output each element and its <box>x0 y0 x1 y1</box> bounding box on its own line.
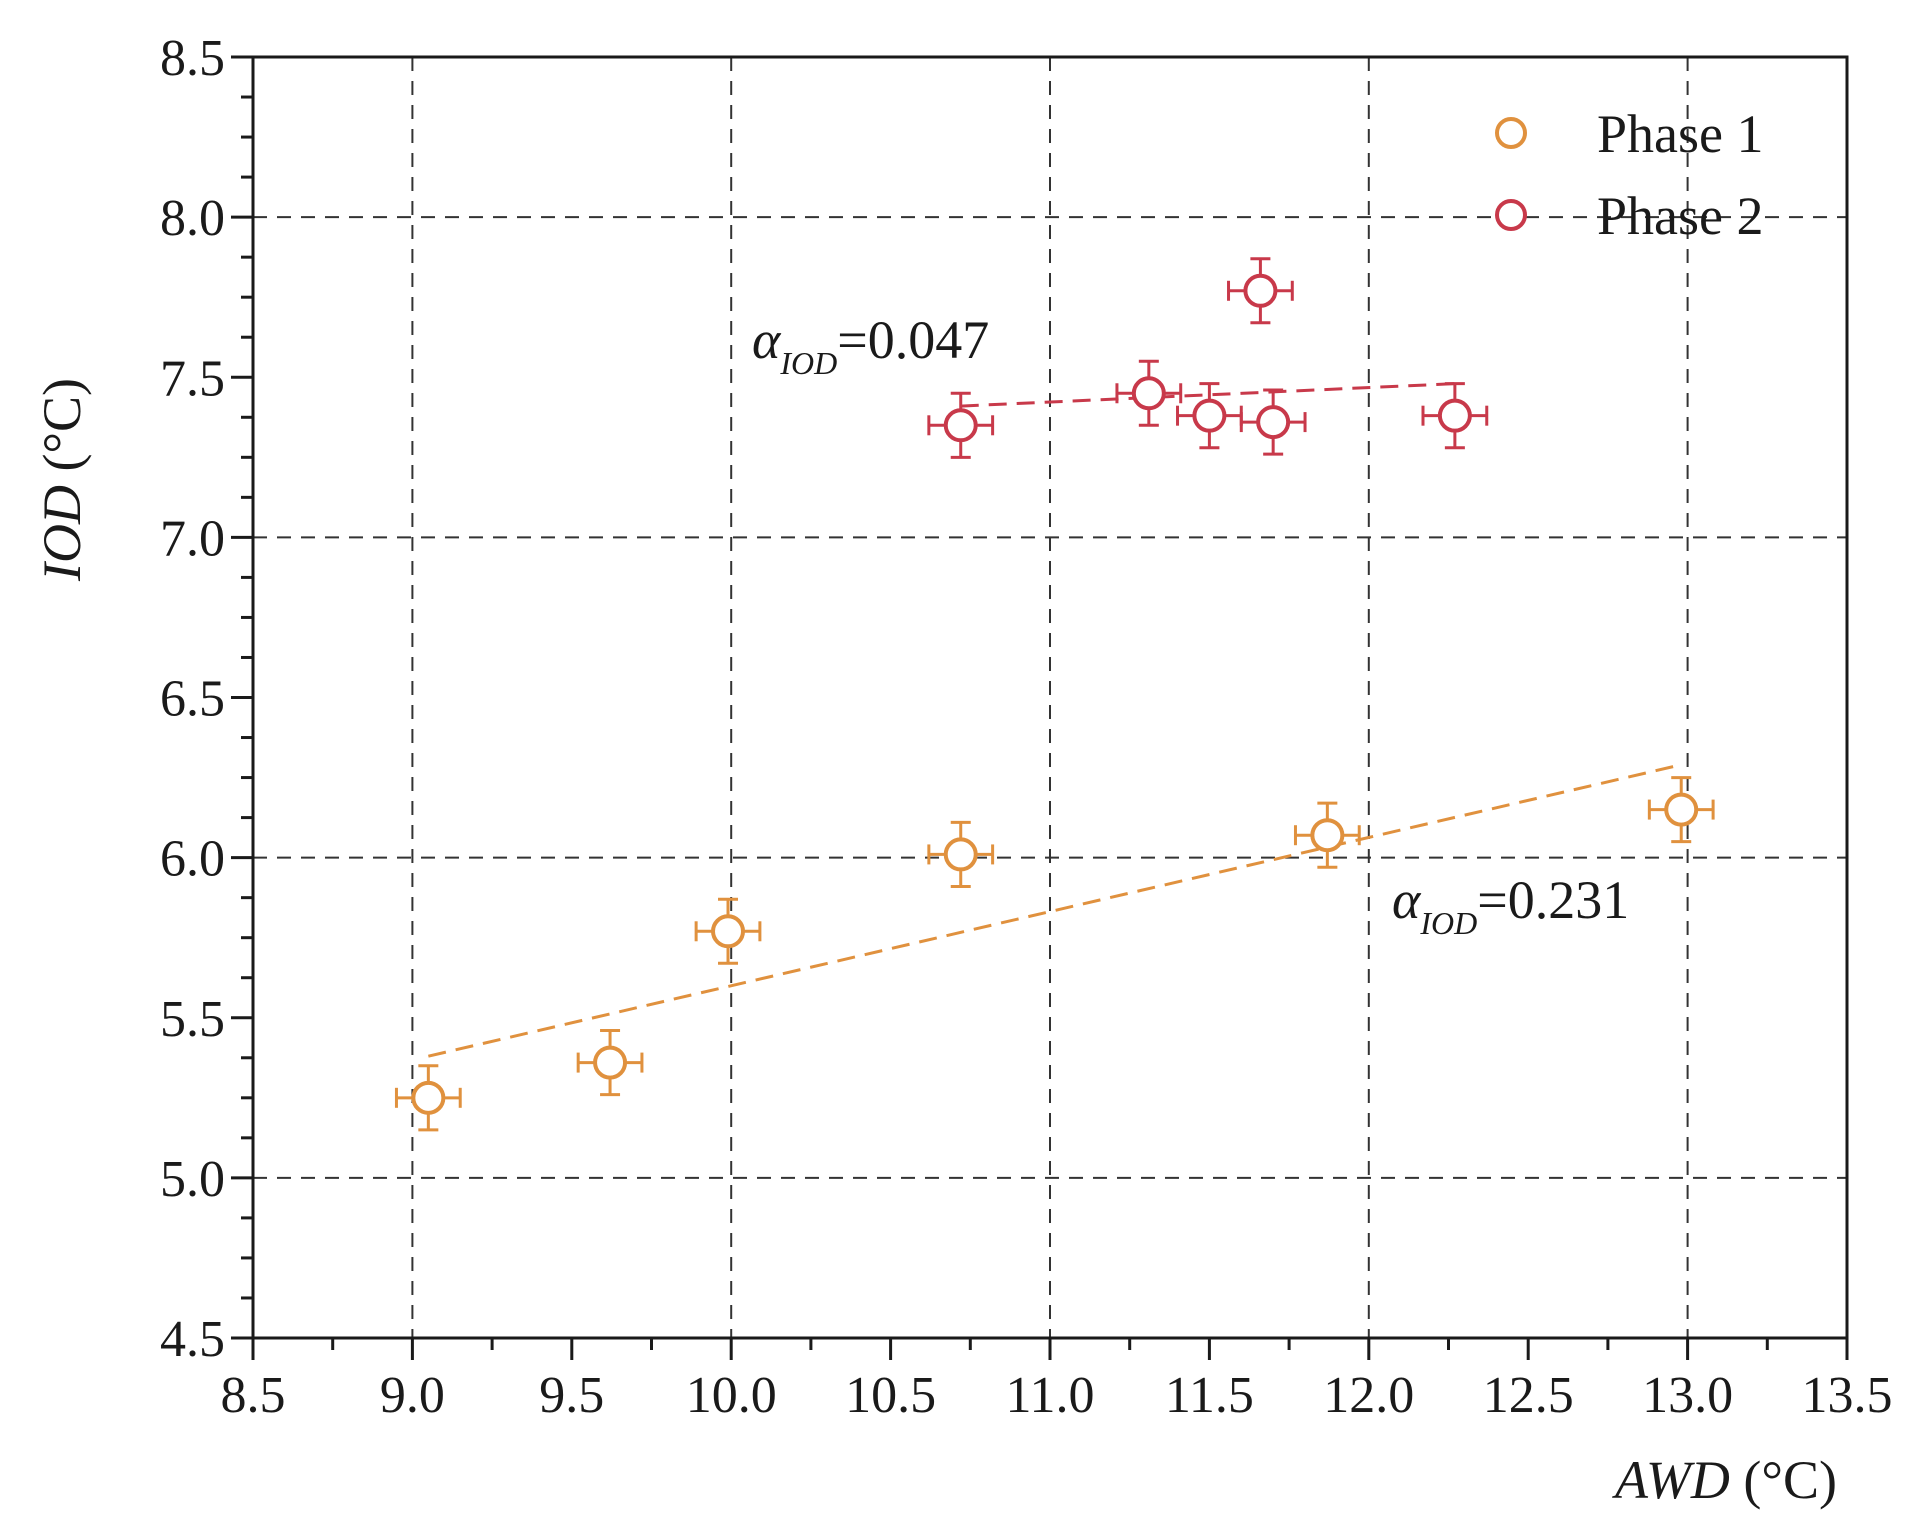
x-tick-label: 9.5 <box>539 1367 604 1424</box>
y-axis-unit: (°C) <box>32 378 92 485</box>
data-point-phase-1 <box>694 897 762 965</box>
phase-2-slope-subscript: IOD <box>779 345 837 381</box>
phase-2-slope-annotation: αIOD=0.047 <box>752 310 989 381</box>
x-tick-label: 12.0 <box>1323 1367 1414 1424</box>
data-point-phase-1 <box>1293 801 1361 869</box>
x-axis-unit: (°C) <box>1730 1450 1837 1510</box>
fit-lines <box>428 382 1682 1058</box>
legend-marker-phase-2 <box>1495 199 1527 231</box>
marker <box>711 914 746 949</box>
data-point-phase-1 <box>394 1064 462 1132</box>
data-point-phase-2 <box>1176 382 1243 450</box>
y-tick-label: 7.5 <box>160 350 225 407</box>
data-point-phase-1 <box>576 1029 644 1097</box>
data-point-phase-2 <box>1227 257 1294 325</box>
x-tick-label: 8.5 <box>221 1367 286 1424</box>
legend-label-phase-1: Phase 1 <box>1597 104 1763 164</box>
marker <box>1192 398 1227 433</box>
marker <box>1664 792 1699 827</box>
y-axis-title: IOD (°C) <box>32 378 92 582</box>
y-tick-label: 8.5 <box>160 30 225 87</box>
data-point-phase-2 <box>1239 388 1307 456</box>
data-point-phase-1 <box>927 820 995 888</box>
tick-labels: 8.5 9.0 9.5 10.0 10.5 11.0 11.5 12.0 12.5 13.0 13.… <box>160 30 1893 1424</box>
grid-lines <box>253 57 1847 1338</box>
x-tick-label: 12.5 <box>1483 1367 1574 1424</box>
marker <box>1310 818 1345 853</box>
data-point-phase-2 <box>1115 359 1183 427</box>
marker <box>943 837 978 872</box>
y-tick-label: 4.5 <box>160 1311 225 1368</box>
data-point-phase-2 <box>927 391 995 459</box>
x-axis-title: AWD (°C) <box>1612 1450 1837 1510</box>
y-tick-label: 7.0 <box>160 510 225 567</box>
data-point-phase-2 <box>1421 382 1489 450</box>
x-tick-label: 10.0 <box>686 1367 777 1424</box>
y-axis-var: IOD <box>32 485 92 582</box>
legend-label-phase-2: Phase 2 <box>1597 186 1763 246</box>
phase-1-slope-annotation: αIOD=0.231 <box>1392 870 1629 941</box>
x-tick-label: 10.5 <box>845 1367 936 1424</box>
y-tick-label: 5.0 <box>160 1151 225 1208</box>
axis-ticks <box>231 55 1849 1360</box>
fit-line-phase-1 <box>428 763 1682 1058</box>
marker <box>1243 273 1278 308</box>
x-tick-label: 13.5 <box>1802 1367 1893 1424</box>
phase-1-slope-subscript: IOD <box>1419 905 1477 941</box>
y-tick-label: 6.0 <box>160 831 225 888</box>
phase-2-slope-symbol: α <box>752 310 782 370</box>
marker <box>943 408 978 443</box>
phase-2-slope-value: =0.047 <box>837 310 989 370</box>
marker <box>593 1045 628 1080</box>
legend: Phase 1 Phase 2 <box>1495 104 1763 246</box>
legend-marker-phase-1 <box>1495 117 1527 149</box>
x-tick-label: 11.0 <box>1005 1367 1094 1424</box>
marker <box>1437 398 1472 433</box>
x-tick-label: 13.0 <box>1642 1367 1733 1424</box>
x-tick-label: 9.0 <box>380 1367 445 1424</box>
y-tick-label: 6.5 <box>160 671 225 728</box>
marker <box>1131 376 1166 411</box>
y-tick-label: 5.5 <box>160 991 225 1048</box>
x-tick-label: 11.5 <box>1165 1367 1254 1424</box>
y-tick-label: 8.0 <box>160 190 225 247</box>
phase-1-slope-symbol: α <box>1392 870 1422 930</box>
data-points <box>394 257 1715 1132</box>
marker <box>1256 405 1291 440</box>
marker <box>411 1080 446 1115</box>
phase-1-slope-value: =0.231 <box>1477 870 1629 930</box>
data-point-phase-1 <box>1647 776 1715 844</box>
x-axis-var: AWD <box>1612 1450 1730 1510</box>
